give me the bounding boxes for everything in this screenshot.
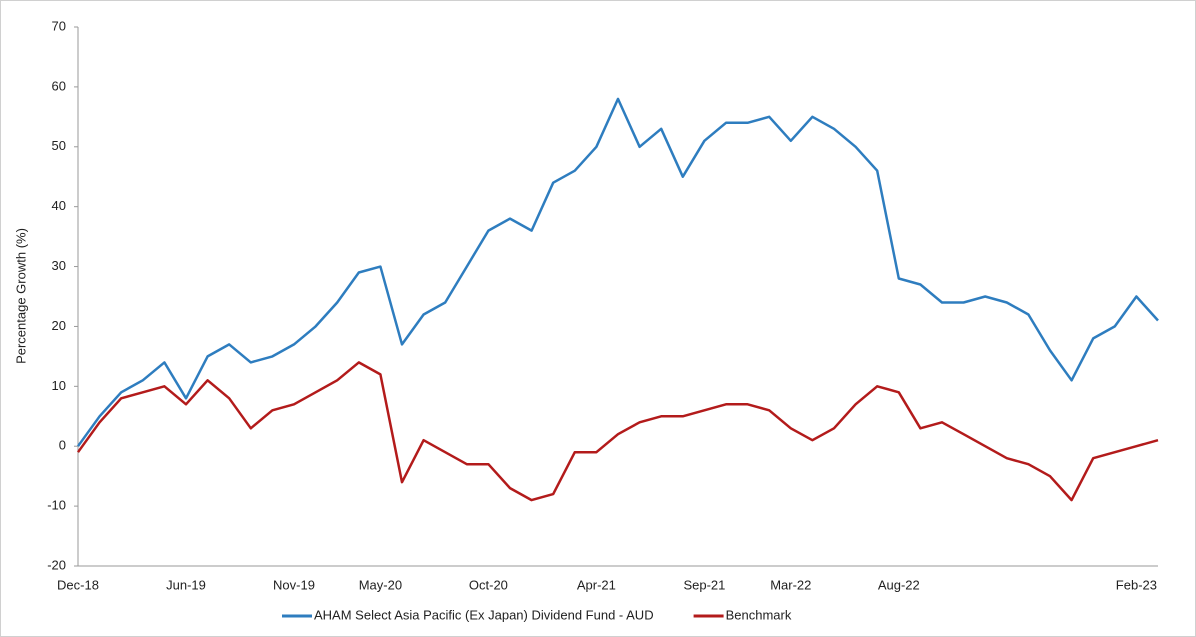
y-axis-label: Percentage Growth (%) (13, 228, 28, 364)
x-tick-label: Feb-23 (1116, 577, 1157, 592)
series-line (76, 361, 1159, 502)
y-tick-label: -20 (47, 557, 66, 572)
x-tick-label: Mar-22 (770, 577, 811, 592)
y-tick-label: 70 (52, 18, 66, 33)
y-tick-label: 40 (52, 198, 66, 213)
x-tick-label: Dec-18 (57, 577, 99, 592)
x-tick-label: Nov-19 (273, 577, 315, 592)
x-tick-label: Apr-21 (577, 577, 616, 592)
y-tick-label: 30 (52, 258, 66, 273)
x-tick-label: Sep-21 (683, 577, 725, 592)
y-tick-label: 20 (52, 318, 66, 333)
y-tick-label: 10 (52, 378, 66, 393)
y-tick-label: 50 (52, 138, 66, 153)
legend-label: AHAM Select Asia Pacific (Ex Japan) Divi… (314, 607, 654, 622)
x-tick-label: Oct-20 (469, 577, 508, 592)
y-tick-label: 60 (52, 78, 66, 93)
x-tick-label: Jun-19 (166, 577, 206, 592)
y-tick-label: -10 (47, 498, 66, 513)
y-tick-label: 0 (59, 438, 66, 453)
x-tick-label: May-20 (359, 577, 402, 592)
series-line (76, 97, 1159, 447)
legend-label: Benchmark (726, 607, 792, 622)
x-tick-label: Aug-22 (878, 577, 920, 592)
